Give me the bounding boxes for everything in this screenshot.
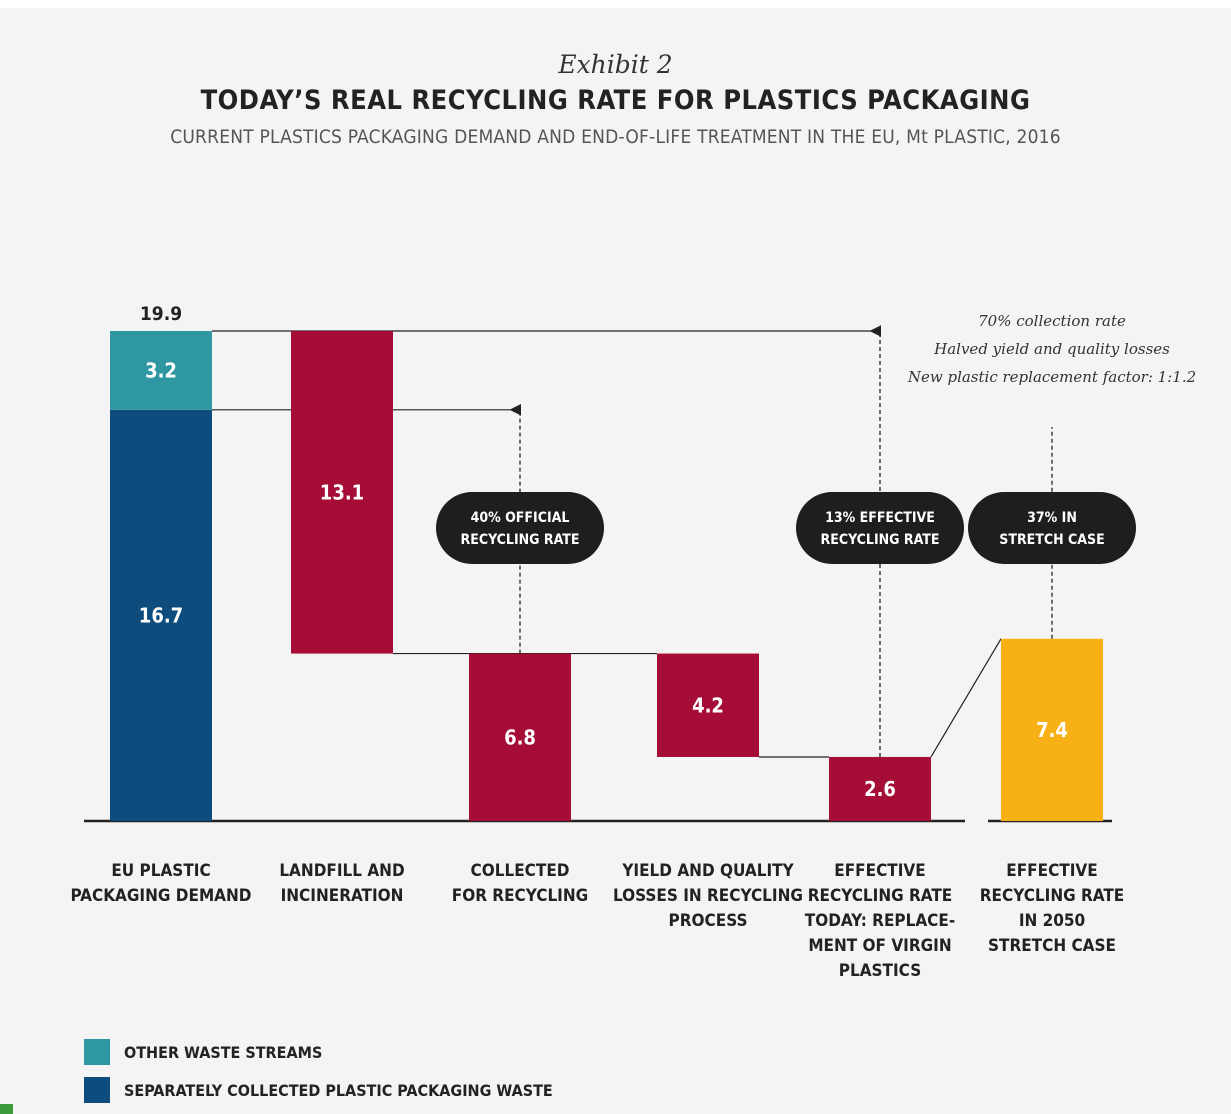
callout-pill-3 [968, 492, 1136, 564]
category-label-4-3: PROCESS [669, 911, 748, 931]
callout-pill-1 [436, 492, 604, 564]
category-label-2-2: INCINERATION [281, 886, 404, 906]
category-label-2-1: LANDFILL AND [279, 861, 404, 881]
category-label-5-3: TODAY: REPLACE- [805, 911, 955, 931]
bar-value-label-7: 7.4 [1036, 718, 1068, 742]
bar-3 [291, 331, 393, 654]
category-label-4-1: YIELD AND QUALITY [621, 861, 794, 881]
category-label-3-2: FOR RECYCLING [452, 886, 588, 906]
category-label-1-1: EU PLASTIC [111, 861, 210, 881]
bar-value-label-1: 16.7 [139, 603, 183, 627]
exhibit-label: Exhibit 2 [558, 50, 673, 79]
callout-text-2-1: 13% EFFECTIVE [825, 510, 935, 526]
callout-pill-2 [796, 492, 964, 564]
legend-swatch-separately-collected [84, 1077, 110, 1103]
category-label-5-2: RECYCLING RATE [808, 886, 952, 906]
chart-subtitle: CURRENT PLASTICS PACKAGING DEMAND AND EN… [170, 126, 1061, 148]
bar-2 [110, 331, 212, 410]
bar-4 [469, 653, 571, 821]
bar-value-label-3: 13.1 [320, 480, 364, 504]
category-label-6-3: IN 2050 [1019, 911, 1085, 931]
legend-swatch-other-waste [84, 1039, 110, 1065]
stretch-assumption-1: 70% collection rate [978, 312, 1126, 330]
category-label-5-5: PLASTICS [839, 961, 921, 981]
callout-text-1-2: RECYCLING RATE [461, 532, 580, 548]
callout-text-2-2: RECYCLING RATE [821, 532, 940, 548]
category-label-1-2: PACKAGING DEMAND [70, 886, 251, 906]
legend-label-other-waste: OTHER WASTE STREAMS [124, 1042, 323, 1062]
stretch-assumption-2: Halved yield and quality losses [933, 340, 1170, 358]
bar-value-label-5: 4.2 [692, 693, 724, 717]
category-label-5-4: MENT OF VIRGIN [808, 936, 951, 956]
category-label-3-1: COLLECTED [471, 861, 570, 881]
callout-text-1-1: 40% OFFICIAL [471, 510, 570, 526]
corner-mark [0, 1104, 13, 1114]
callout-text-3-2: STRETCH CASE [999, 532, 1104, 548]
legend-label-separately-collected: SEPARATELY COLLECTED PLASTIC PACKAGING W… [124, 1080, 553, 1100]
bar-6 [829, 756, 931, 821]
legend-item-other-waste: OTHER WASTE STREAMS [84, 1038, 553, 1066]
bar-1 [110, 409, 212, 821]
bar-value-label-6: 2.6 [864, 777, 896, 801]
legend: OTHER WASTE STREAMS SEPARATELY COLLECTED… [84, 1038, 553, 1114]
category-label-5-1: EFFECTIVE [834, 861, 925, 881]
connector-stretch-line [930, 638, 1002, 758]
chart-title: TODAY’S REAL RECYCLING RATE FOR PLASTICS… [200, 85, 1031, 116]
bar-value-label-2: 3.2 [145, 358, 177, 382]
page-top-edge [0, 0, 1231, 8]
category-label-4-2: LOSSES IN RECYCLING [613, 886, 803, 906]
legend-item-separately-collected: SEPARATELY COLLECTED PLASTIC PACKAGING W… [84, 1076, 553, 1104]
total-value-label: 19.9 [140, 303, 182, 325]
bar-value-label-4: 6.8 [504, 725, 536, 749]
chart-header: Exhibit 2 TODAY’S REAL RECYCLING RATE FO… [0, 50, 1231, 148]
bar-7 [1001, 638, 1103, 821]
category-label-6-2: RECYCLING RATE [980, 886, 1124, 906]
category-label-6-4: STRETCH CASE [988, 936, 1116, 956]
bar-5 [657, 653, 759, 757]
category-label-6-1: EFFECTIVE [1006, 861, 1097, 881]
callout-text-3-1: 37% IN [1027, 510, 1077, 526]
stretch-assumption-3: New plastic replacement factor: 1:1.2 [907, 368, 1196, 386]
